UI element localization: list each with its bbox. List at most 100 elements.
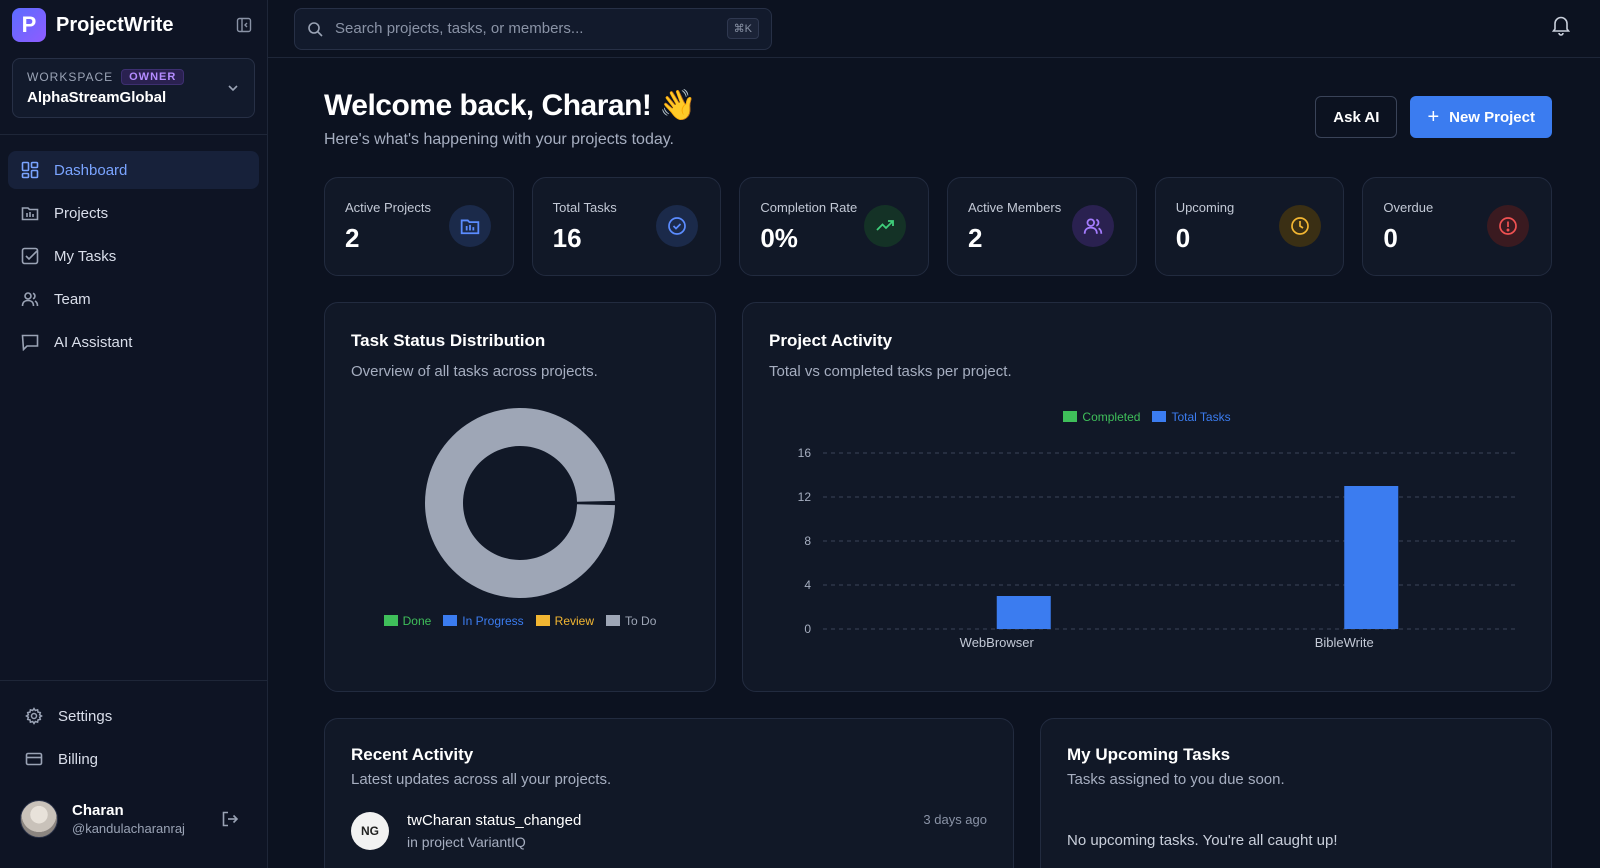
card-subtitle: Latest updates across all your projects. [351, 771, 612, 788]
sidebar-item-dashboard[interactable]: Dashboard [8, 151, 259, 189]
card-subtitle: Overview of all tasks across projects. [351, 363, 598, 380]
card-title: Project Activity [769, 331, 893, 350]
sidebar-item-label: Dashboard [54, 161, 128, 179]
stat-value: 16 [552, 223, 582, 253]
legend-swatch [1063, 411, 1078, 422]
new-project-button[interactable]: + New Project [1410, 96, 1552, 138]
legend-item[interactable]: Total Tasks [1152, 410, 1231, 424]
card-subtitle: Total vs completed tasks per project. [769, 363, 1012, 380]
logout-icon[interactable] [219, 808, 241, 830]
activity-avatar: NG [351, 812, 389, 850]
stat-card-completion-rate[interactable]: Completion Rate 0% [739, 177, 930, 276]
donut-chart [425, 408, 615, 598]
gear-icon [24, 706, 44, 726]
stat-card-active-members[interactable]: Active Members 2 [947, 177, 1137, 276]
sidebar-item-ai-assistant[interactable]: AI Assistant [8, 323, 259, 361]
workspace-label: WORKSPACE [27, 70, 114, 84]
plus-icon: + [1427, 105, 1440, 128]
sidebar-divider [0, 134, 267, 135]
page-subtitle: Here's what's happening with your projec… [324, 131, 674, 148]
upcoming-tasks-card: My Upcoming Tasks Tasks assigned to you … [1040, 718, 1552, 868]
stat-label: Active Members [968, 200, 1062, 215]
stats-row: Active Projects 2 Total Tasks 16 Complet… [324, 177, 1553, 276]
x-tick-label: BibleWrite [1315, 635, 1374, 650]
project-activity-card: Project Activity Total vs completed task… [742, 302, 1552, 692]
folder-chart-icon [448, 205, 491, 247]
sidebar-item-billing[interactable]: Billing [12, 740, 255, 778]
legend-item[interactable]: Done [383, 614, 432, 628]
user-name: Charan [72, 802, 124, 819]
x-tick-label: WebBrowser [960, 635, 1035, 650]
activity-time: 3 days ago [923, 812, 987, 827]
stat-label: Completion Rate [760, 200, 858, 215]
ask-ai-button[interactable]: Ask AI [1315, 96, 1398, 138]
card-subtitle: Tasks assigned to you due soon. [1067, 771, 1285, 788]
team-icon [20, 289, 40, 309]
card-title: My Upcoming Tasks [1067, 745, 1231, 764]
legend-label: Review [554, 614, 595, 628]
user-handle: @kandulacharanraj [72, 821, 185, 836]
chevron-down-icon [226, 81, 240, 100]
legend-swatch [606, 615, 621, 626]
y-tick-label: 12 [798, 490, 812, 504]
bar-total-tasks-webbrowser[interactable] [996, 596, 1051, 629]
chat-icon [20, 332, 40, 352]
legend-swatch [383, 615, 398, 626]
sidebar-item-my-tasks[interactable]: My Tasks [8, 237, 259, 275]
stat-label: Total Tasks [552, 200, 617, 215]
sidebar-item-projects[interactable]: Projects [8, 194, 259, 232]
alert-icon [1487, 205, 1530, 247]
stat-label: Upcoming [1175, 200, 1235, 215]
tasks-icon [20, 246, 40, 266]
card-title: Task Status Distribution [351, 331, 546, 350]
sidebar-bottom: Settings Billing Charan @kandulacharanra… [0, 680, 267, 868]
stat-card-active-projects[interactable]: Active Projects 2 [324, 177, 514, 276]
pie-slice-to-do[interactable] [425, 408, 615, 598]
workspace-role-badge: OWNER [121, 69, 185, 85]
stat-card-upcoming[interactable]: Upcoming 0 [1154, 177, 1345, 276]
sidebar-item-label: AI Assistant [54, 333, 133, 351]
legend-swatch [443, 615, 458, 626]
search-shortcut-badge: ⌘K [726, 18, 759, 39]
sidebar-item-team[interactable]: Team [8, 280, 259, 318]
dashboard-icon [20, 160, 40, 180]
bar-total-tasks-biblewrite[interactable] [1344, 486, 1399, 629]
stat-value: 0 [1175, 223, 1191, 253]
activity-subtitle: in project VariantIQ [407, 834, 526, 850]
projects-icon [20, 203, 40, 223]
legend-item[interactable]: To Do [606, 614, 656, 628]
activity-title: twCharan status_changed [407, 812, 582, 829]
y-tick-label: 16 [798, 446, 812, 460]
legend-item[interactable]: Completed [1063, 410, 1140, 424]
brand: P ProjectWrite [0, 0, 267, 50]
stat-value: 0% [760, 223, 798, 253]
workspace-name: AlphaStreamGlobal [27, 89, 167, 106]
stat-value: 2 [968, 223, 983, 253]
app-logo[interactable]: P [12, 8, 46, 42]
bell-icon[interactable] [1550, 14, 1572, 41]
check-circle-icon [656, 205, 699, 247]
sidebar-item-label: Billing [58, 750, 99, 768]
search-input[interactable] [335, 20, 727, 37]
recent-activity-card: Recent Activity Latest updates across al… [324, 718, 1014, 868]
legend-label: Done [402, 614, 432, 628]
y-tick-label: 0 [804, 622, 811, 636]
bar-chart: 0 4 8 12 16 WebBrowser BibleWrite [798, 446, 1518, 650]
workspace-switcher[interactable]: WORKSPACE OWNER AlphaStreamGlobal [12, 58, 255, 118]
new-project-label: New Project [1449, 108, 1535, 126]
stat-card-total-tasks[interactable]: Total Tasks 16 [531, 177, 722, 276]
legend-swatch [1152, 411, 1167, 422]
donut-legend: Done In Progress Review To Do [325, 614, 715, 628]
stat-value: 2 [345, 223, 360, 253]
sidebar-collapse-icon[interactable] [233, 14, 255, 36]
legend-item[interactable]: In Progress [443, 614, 524, 628]
legend-label: In Progress [462, 614, 524, 628]
stat-card-overdue[interactable]: Overdue 0 [1362, 177, 1553, 276]
user-profile[interactable]: Charan @kandulacharanraj [12, 800, 255, 838]
sidebar: P ProjectWrite WORKSPACE OWNER AlphaStre… [0, 0, 268, 868]
topbar: ⌘K [268, 0, 1600, 58]
search-bar[interactable]: ⌘K [294, 7, 772, 50]
legend-item[interactable]: Review [535, 614, 595, 628]
sidebar-item-settings[interactable]: Settings [12, 697, 255, 735]
activity-item[interactable]: NG twCharan status_changed in project Va… [351, 812, 987, 850]
